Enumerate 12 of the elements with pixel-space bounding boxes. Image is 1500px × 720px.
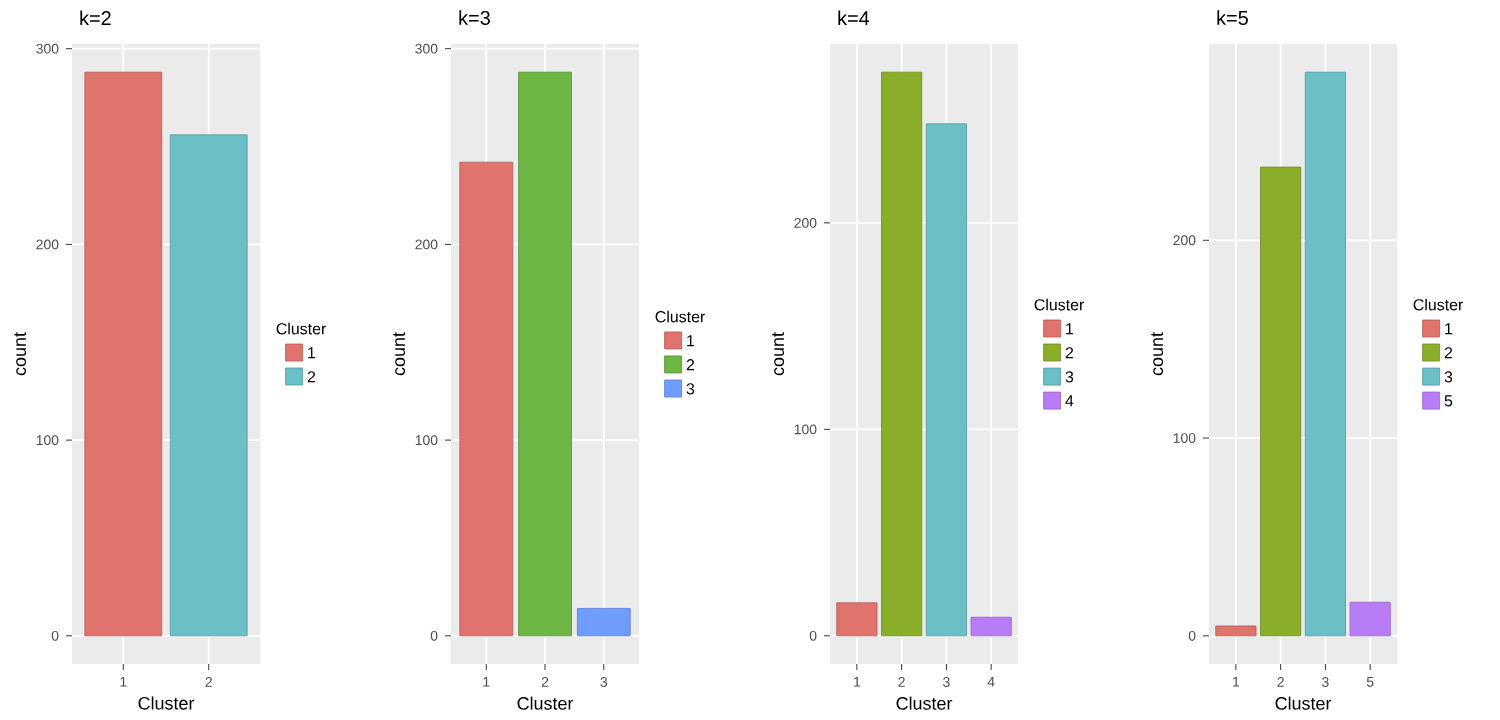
y-axis-title: count	[393, 332, 406, 376]
x-axis-title: Cluster	[1275, 696, 1332, 710]
chart-title: k=3	[459, 10, 490, 25]
y-axis-title: count	[1151, 332, 1164, 376]
x-axis-title: Cluster	[517, 696, 574, 710]
y-axis-title: count	[772, 332, 785, 376]
chart-title: k=5	[1217, 10, 1248, 25]
chart-title: k=2	[80, 10, 111, 25]
x-axis-title: Cluster	[138, 696, 195, 710]
chart-title: k=4	[838, 10, 870, 25]
x-axis-title: Cluster	[896, 696, 953, 710]
y-axis-title: count	[14, 332, 27, 376]
